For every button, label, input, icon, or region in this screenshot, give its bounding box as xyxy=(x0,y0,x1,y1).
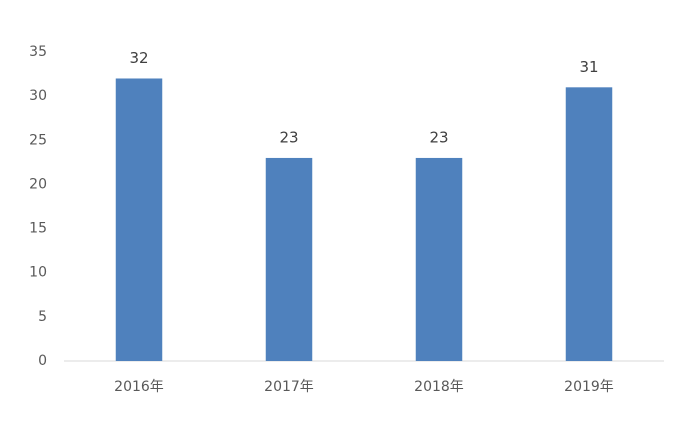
y-tick-label: 0 xyxy=(38,353,47,369)
x-tick-label: 2017年 xyxy=(264,379,314,395)
y-tick-label: 35 xyxy=(29,44,47,60)
x-tick-label: 2016年 xyxy=(114,379,164,395)
data-label: 23 xyxy=(279,128,298,146)
bar xyxy=(565,87,613,362)
y-tick-label: 25 xyxy=(29,132,47,148)
data-label: 31 xyxy=(579,58,598,76)
data-label: 23 xyxy=(429,128,448,146)
x-tick-label: 2018年 xyxy=(414,379,464,395)
y-tick-label: 20 xyxy=(29,176,47,192)
data-label: 32 xyxy=(129,49,148,67)
y-tick-label: 30 xyxy=(29,88,47,104)
x-tick-label: 2019年 xyxy=(564,379,614,395)
y-tick-label: 5 xyxy=(38,309,47,325)
bar xyxy=(415,157,463,361)
y-tick-label: 10 xyxy=(29,265,47,281)
y-tick-label: 15 xyxy=(29,221,47,237)
bar xyxy=(115,78,163,361)
bar xyxy=(265,157,313,361)
